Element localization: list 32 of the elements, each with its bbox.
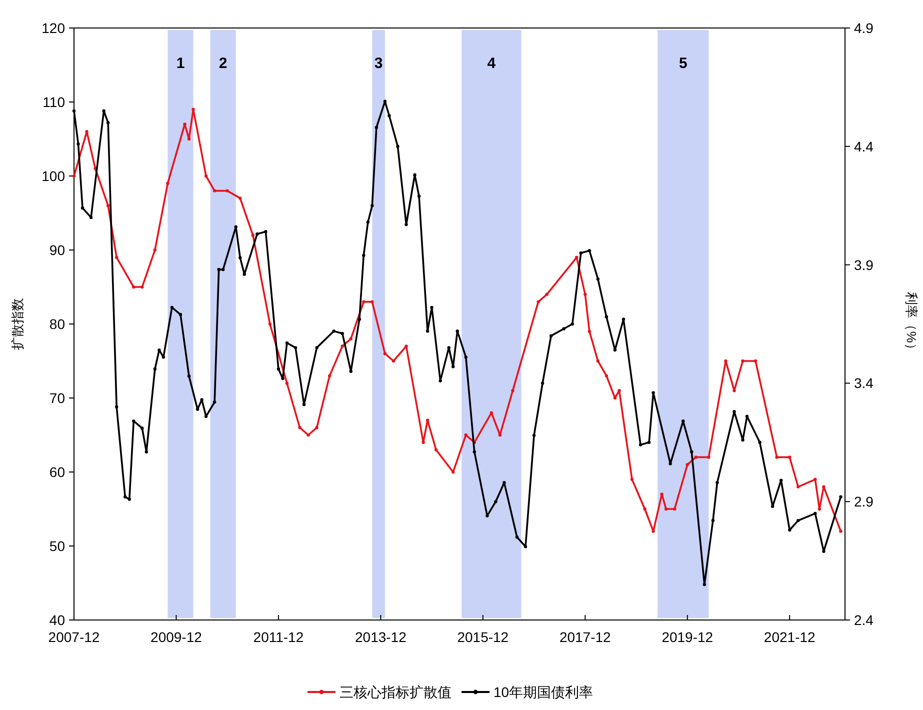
y2-tick-label: 4.4 bbox=[854, 138, 874, 154]
y2-tick-label: 3.4 bbox=[854, 375, 874, 392]
y2-axis-title: 利率（%） bbox=[904, 292, 919, 356]
legend-label: 10年期国债利率 bbox=[494, 684, 594, 700]
y-tick-label: 60 bbox=[49, 464, 66, 480]
band-label: 1 bbox=[176, 55, 185, 72]
x-tick-label: 2015-12 bbox=[457, 629, 509, 645]
y-tick-label: 50 bbox=[49, 538, 66, 554]
y-tick-label: 80 bbox=[49, 316, 66, 332]
x-tick-label: 2009-12 bbox=[150, 629, 202, 645]
x-tick-label: 2007-12 bbox=[48, 629, 100, 645]
y-axis-title: 扩散指数 bbox=[10, 298, 25, 350]
y2-tick-label: 3.9 bbox=[854, 256, 874, 273]
y-tick-label: 40 bbox=[49, 612, 66, 628]
band-label: 2 bbox=[218, 55, 228, 72]
legend-label: 三核心指标扩散值 bbox=[340, 684, 452, 700]
x-tick-label: 2013-12 bbox=[355, 629, 407, 645]
y-tick-label: 90 bbox=[49, 242, 66, 258]
y-tick-label: 70 bbox=[49, 390, 66, 406]
y-tick-label: 100 bbox=[42, 168, 66, 184]
band-label: 3 bbox=[374, 55, 383, 72]
x-tick-label: 2019-12 bbox=[662, 629, 714, 645]
band-label: 4 bbox=[487, 55, 496, 72]
y2-tick-label: 4.9 bbox=[854, 20, 874, 36]
x-tick-label: 2011-12 bbox=[253, 629, 304, 645]
x-tick-label: 2017-12 bbox=[559, 629, 612, 645]
y-tick-label: 110 bbox=[42, 94, 66, 110]
y2-tick-label: 2.4 bbox=[854, 612, 874, 628]
y-tick-label: 120 bbox=[42, 20, 66, 36]
y2-tick-label: 2.9 bbox=[854, 494, 874, 510]
band-label: 5 bbox=[678, 55, 688, 72]
x-tick-label: 2021-12 bbox=[764, 629, 816, 645]
